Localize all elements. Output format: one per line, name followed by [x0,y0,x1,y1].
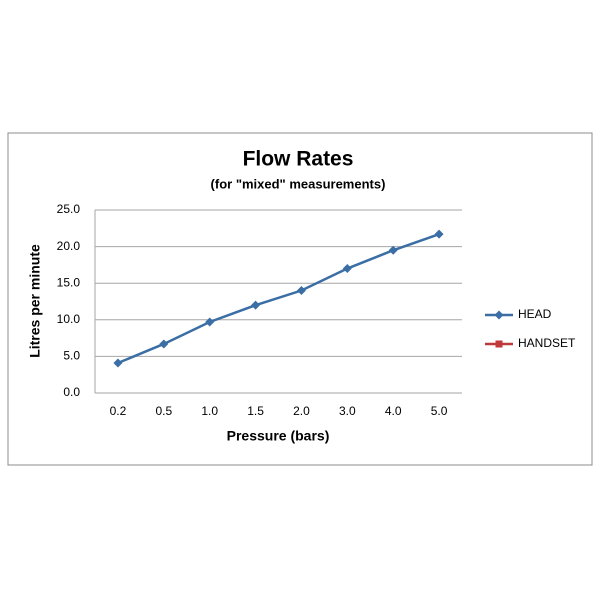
x-tick-label: 2.0 [293,404,310,418]
x-tick-label: 3.0 [339,404,356,418]
y-tick-label: 5.0 [63,349,80,363]
marker [296,286,306,296]
marker [251,300,261,310]
chart-subtitle: (for "mixed" measurements) [211,176,386,191]
marker [388,245,398,255]
x-tick-label: 0.5 [155,404,172,418]
x-tick-label: 4.0 [385,404,402,418]
marker [434,229,444,239]
x-axis-label: Pressure (bars) [227,428,330,444]
x-tick-label: 1.5 [247,404,264,418]
legend-label: HEAD [518,307,552,321]
y-axis-label: Litres per minute [27,244,43,358]
chart-border [7,132,593,466]
chart-title: Flow Rates [243,148,354,171]
legend-label: HANDSET [518,336,576,350]
marker [113,358,123,368]
marker [205,317,215,327]
x-tick-label: 1.0 [201,404,218,418]
marker [342,264,352,274]
y-tick-label: 10.0 [57,312,81,326]
y-tick-label: 20.0 [57,239,81,253]
y-tick-label: 15.0 [57,275,81,289]
legend-marker [495,340,503,348]
series-line [117,232,440,365]
marker [159,339,169,349]
x-tick-label: 0.2 [110,404,127,418]
y-tick-label: 0.0 [63,385,80,399]
legend-marker [494,310,504,320]
x-tick-label: 5.0 [431,404,448,418]
y-tick-label: 25.0 [57,202,81,216]
